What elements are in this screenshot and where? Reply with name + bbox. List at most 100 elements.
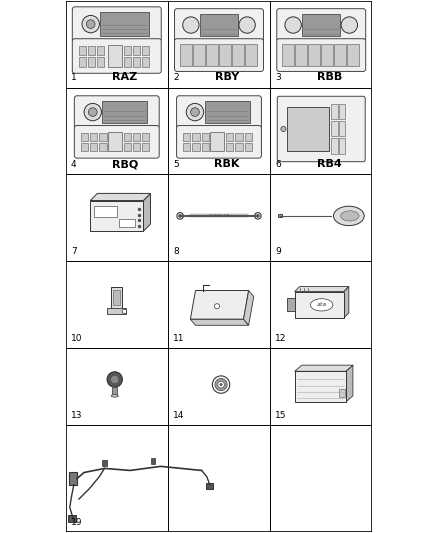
Bar — [99, 143, 106, 151]
FancyBboxPatch shape — [277, 96, 365, 161]
Circle shape — [239, 17, 255, 33]
Bar — [219, 44, 231, 66]
Text: 8: 8 — [173, 247, 179, 256]
Bar — [283, 44, 294, 66]
Text: 2: 2 — [173, 74, 179, 83]
Bar — [205, 101, 250, 123]
Text: 3: 3 — [275, 74, 281, 83]
Bar — [68, 515, 76, 522]
Circle shape — [285, 17, 301, 33]
Bar — [232, 44, 244, 66]
Circle shape — [82, 15, 99, 33]
Bar — [102, 101, 148, 123]
Bar — [88, 57, 95, 67]
Bar — [235, 133, 243, 141]
Text: 4: 4 — [71, 160, 76, 169]
Bar — [88, 46, 95, 55]
Text: 13: 13 — [71, 411, 82, 420]
Text: RBB: RBB — [317, 72, 342, 83]
Text: 12: 12 — [275, 334, 286, 343]
Text: RBK: RBK — [215, 159, 240, 169]
Circle shape — [84, 103, 102, 121]
Bar — [142, 143, 149, 151]
Bar — [133, 46, 140, 55]
Bar — [133, 143, 140, 151]
Bar — [108, 132, 122, 151]
Text: 14: 14 — [173, 411, 184, 420]
Polygon shape — [102, 460, 106, 466]
Circle shape — [212, 376, 230, 393]
Bar — [339, 104, 345, 119]
Polygon shape — [295, 286, 349, 292]
Bar — [278, 214, 283, 217]
Circle shape — [179, 214, 182, 217]
Bar — [295, 44, 307, 66]
Bar — [94, 206, 117, 217]
Bar — [119, 220, 135, 227]
Text: RB4: RB4 — [317, 159, 342, 169]
Bar — [302, 14, 340, 36]
Bar — [69, 472, 77, 485]
Bar — [124, 57, 131, 67]
Bar — [99, 133, 106, 141]
Bar — [142, 133, 149, 141]
Text: CHRYSLER: CHRYSLER — [208, 214, 230, 218]
Bar — [124, 143, 131, 151]
Bar — [133, 57, 140, 67]
Text: 11: 11 — [173, 334, 184, 343]
FancyBboxPatch shape — [277, 9, 366, 42]
Bar — [332, 138, 338, 154]
Text: 5: 5 — [173, 160, 179, 169]
Bar — [90, 133, 97, 141]
Circle shape — [218, 381, 224, 388]
Bar — [107, 309, 127, 314]
Circle shape — [88, 108, 97, 116]
Bar — [124, 46, 131, 55]
Circle shape — [177, 213, 184, 219]
Circle shape — [183, 17, 199, 33]
Bar — [206, 44, 218, 66]
Text: RBQ: RBQ — [112, 159, 138, 169]
Bar — [210, 132, 224, 151]
Bar — [334, 44, 346, 66]
Bar — [111, 287, 122, 310]
Polygon shape — [346, 365, 353, 402]
Text: 9: 9 — [275, 247, 281, 256]
Bar — [245, 44, 257, 66]
Text: 19: 19 — [71, 518, 82, 527]
Bar — [97, 46, 105, 55]
FancyBboxPatch shape — [74, 126, 159, 158]
Text: 6: 6 — [275, 160, 281, 169]
Bar — [339, 138, 345, 154]
Bar — [201, 143, 209, 151]
Bar — [113, 387, 117, 396]
Circle shape — [281, 126, 286, 132]
Circle shape — [186, 103, 204, 121]
Ellipse shape — [341, 211, 359, 221]
Circle shape — [86, 20, 95, 28]
Bar — [235, 143, 243, 151]
Circle shape — [122, 309, 127, 314]
Bar — [321, 44, 333, 66]
Text: 15: 15 — [275, 411, 287, 420]
Bar — [226, 133, 233, 141]
Bar — [206, 483, 213, 489]
Polygon shape — [295, 365, 353, 372]
Bar — [244, 133, 252, 141]
Text: RAZ: RAZ — [112, 72, 138, 83]
Bar — [81, 143, 88, 151]
Bar — [124, 133, 131, 141]
Bar — [200, 14, 238, 36]
Bar — [108, 45, 122, 67]
Text: 1: 1 — [71, 74, 77, 83]
Bar — [183, 133, 191, 141]
Text: 10: 10 — [71, 334, 82, 343]
Polygon shape — [244, 290, 254, 325]
Bar — [192, 133, 200, 141]
Polygon shape — [143, 193, 151, 231]
Circle shape — [111, 375, 119, 384]
Bar — [97, 57, 105, 67]
Circle shape — [341, 17, 357, 33]
Bar — [287, 107, 329, 151]
Ellipse shape — [111, 394, 118, 397]
